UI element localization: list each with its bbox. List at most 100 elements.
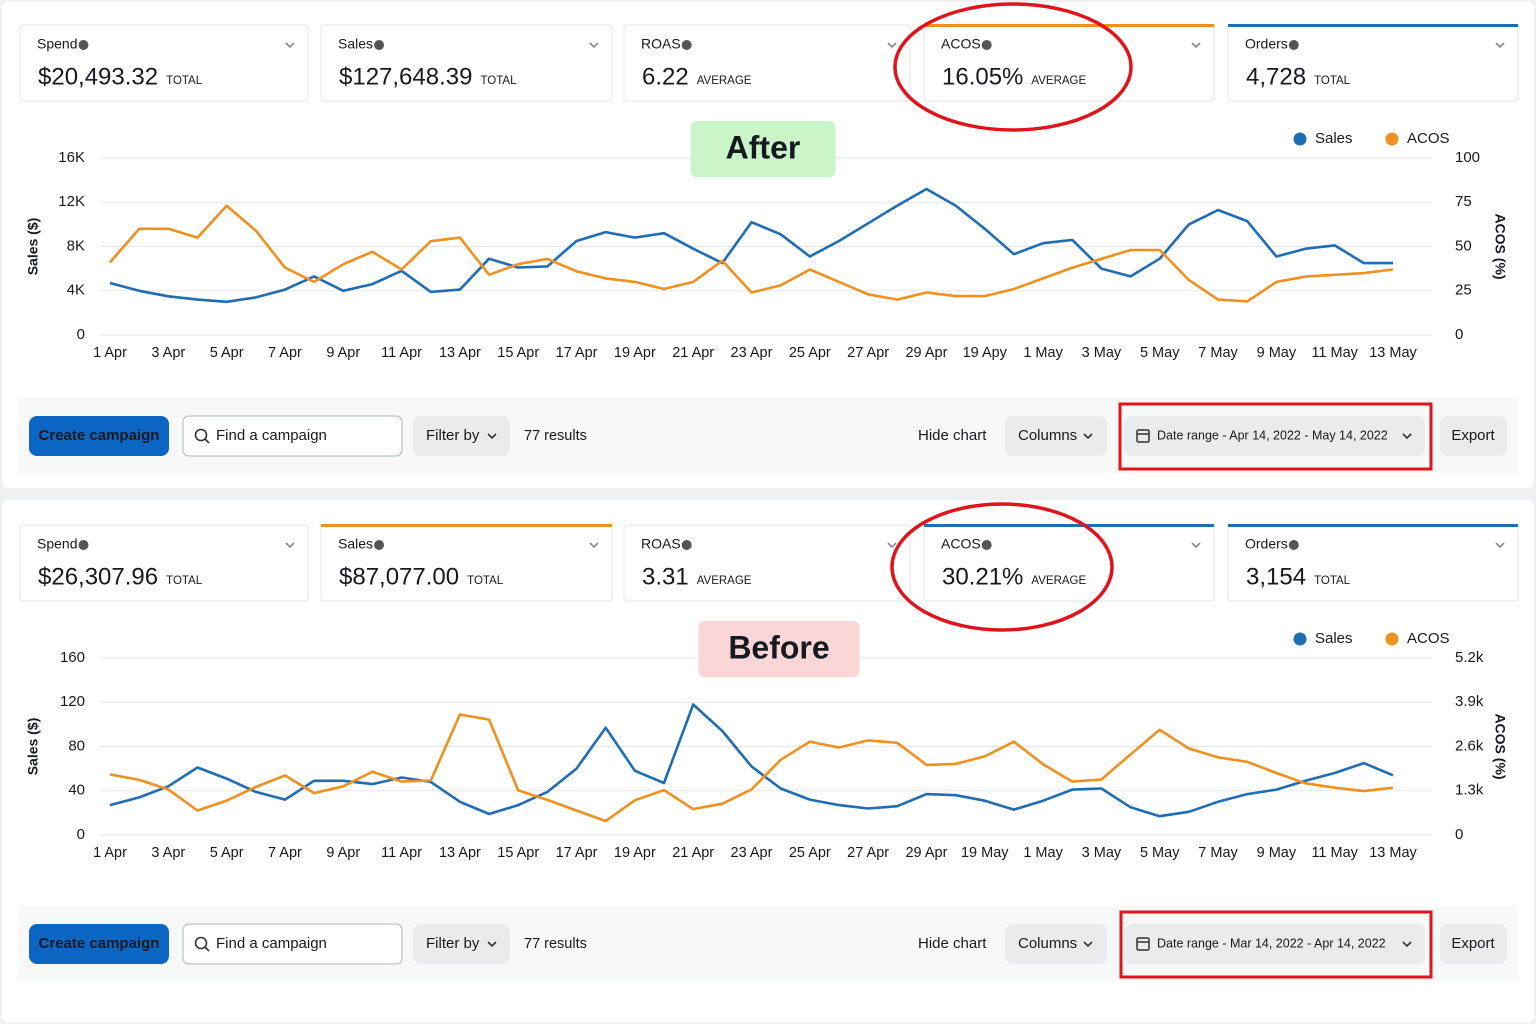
info-icon — [374, 40, 385, 50]
create-button[interactable] — [29, 416, 169, 456]
annotation-text: Before — [728, 629, 829, 665]
metric-label: Orders — [1245, 36, 1288, 52]
metric-label: ACOS — [941, 536, 981, 552]
metric-label: ACOS — [941, 36, 981, 52]
metric-label: Sales — [338, 536, 373, 552]
export-button[interactable] — [1440, 416, 1507, 456]
calendar-icon — [1136, 429, 1150, 443]
filter-button[interactable] — [413, 416, 510, 456]
columns-button[interactable] — [1005, 416, 1107, 456]
metric-value: 3,154 — [1246, 563, 1306, 590]
metric-label: Sales — [338, 36, 373, 52]
x-tick-label: 13 Apr — [439, 845, 481, 861]
y2-tick-label: 5.2k — [1455, 649, 1484, 666]
x-tick-label: 19 Apr — [614, 845, 656, 861]
metric-card[interactable] — [19, 24, 309, 102]
search-placeholder: Find a campaign — [216, 935, 327, 952]
x-tick-label: 13 May — [1369, 345, 1417, 361]
info-icon — [78, 40, 89, 50]
y-tick-label: 12K — [58, 193, 85, 210]
x-tick-label: 29 Apr — [905, 345, 947, 361]
chevron-icon — [285, 42, 295, 49]
y-tick-label: 120 — [60, 693, 85, 710]
x-tick-label: 17 Apr — [556, 845, 598, 861]
create-button-label: Create campaign — [39, 935, 160, 952]
search-input[interactable] — [182, 923, 403, 965]
y2-tick-label: 75 — [1455, 193, 1472, 210]
search-placeholder: Find a campaign — [216, 427, 327, 444]
legend-label: Sales — [1315, 630, 1353, 647]
metric-card[interactable] — [19, 524, 309, 602]
x-tick-label: 19 May — [961, 845, 1009, 861]
date-range-button[interactable] — [1124, 924, 1425, 964]
metric-unit: TOTAL — [1314, 75, 1351, 87]
x-tick-label: 5 May — [1140, 345, 1180, 361]
export-button[interactable] — [1440, 924, 1507, 964]
metric-accent — [924, 524, 1214, 527]
panel — [2, 2, 1534, 488]
chevron-icon — [589, 542, 599, 549]
y2-tick-label: 0 — [1455, 326, 1463, 343]
filter-label: Filter by — [426, 935, 480, 952]
x-tick-label: 21 Apr — [672, 845, 714, 861]
chevron-icon — [589, 42, 599, 49]
y2-tick-label: 0 — [1455, 826, 1463, 843]
y2-tick-label: 1.3k — [1455, 782, 1484, 799]
legend-swatch — [1385, 132, 1399, 146]
x-tick-label: 9 Apr — [326, 845, 360, 861]
metric-card[interactable] — [623, 524, 911, 602]
calendar-icon — [1136, 937, 1150, 951]
y-tick-label: 4K — [67, 282, 85, 299]
metric-value: 4,728 — [1246, 63, 1306, 90]
chevron-icon — [1495, 42, 1505, 49]
hide-chart-link[interactable]: Hide chart — [918, 935, 987, 952]
y-tick-label: 80 — [68, 737, 85, 754]
x-tick-label: 15 Apr — [497, 845, 539, 861]
chevron-icon — [1191, 42, 1201, 49]
x-tick-label: 15 Apr — [497, 345, 539, 361]
search-input[interactable] — [182, 415, 403, 457]
info-icon — [981, 540, 992, 550]
x-tick-label: 9 May — [1257, 345, 1297, 361]
x-tick-label: 23 Apr — [731, 345, 773, 361]
x-tick-label: 5 Apr — [210, 845, 244, 861]
series-line — [109, 204, 1394, 303]
highlight-box — [1119, 910, 1433, 979]
x-tick-label: 5 May — [1140, 845, 1180, 861]
legend-label: Sales — [1315, 130, 1353, 147]
y-tick-label: 0 — [77, 826, 85, 843]
y-tick-label: 16K — [58, 149, 85, 166]
create-button[interactable] — [29, 924, 169, 964]
x-tick-label: 1 Apr — [93, 845, 127, 861]
metric-label: ROAS — [641, 536, 681, 552]
search-icon — [194, 428, 208, 442]
date-range-button[interactable] — [1124, 416, 1425, 456]
x-tick-label: 3 May — [1082, 845, 1122, 861]
series-line — [109, 703, 1394, 818]
chevron-icon — [887, 42, 897, 49]
y2-tick-label: 2.6k — [1455, 737, 1484, 754]
export-label: Export — [1451, 935, 1495, 952]
x-tick-label: 19 Apy — [963, 345, 1008, 361]
filter-button[interactable] — [413, 924, 510, 964]
x-tick-label: 1 Apr — [93, 345, 127, 361]
hide-chart-link[interactable]: Hide chart — [918, 427, 987, 444]
search-icon — [204, 946, 210, 952]
metric-label: Orders — [1245, 536, 1288, 552]
y-tick-label: 160 — [60, 649, 85, 666]
metric-unit: AVERAGE — [697, 575, 752, 587]
metric-label: Spend — [37, 536, 77, 552]
metric-value: $20,493.32 — [38, 63, 158, 90]
create-button-label: Create campaign — [39, 427, 160, 444]
metric-card[interactable] — [623, 24, 911, 102]
metric-card[interactable] — [320, 24, 613, 102]
x-tick-label: 11 Apr — [381, 845, 422, 861]
info-icon — [981, 40, 992, 50]
chevron-icon — [1402, 941, 1412, 948]
legend-swatch — [1293, 632, 1307, 646]
columns-button[interactable] — [1005, 924, 1107, 964]
x-tick-label: 3 May — [1082, 345, 1122, 361]
metric-value: $87,077.00 — [339, 563, 459, 590]
y-tick-label: 40 — [68, 782, 85, 799]
export-label: Export — [1451, 427, 1495, 444]
